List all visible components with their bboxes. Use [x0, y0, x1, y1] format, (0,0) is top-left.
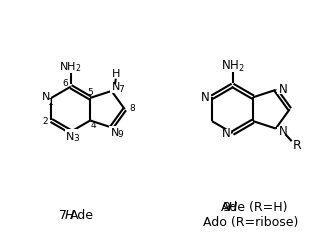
Bar [109, 126, 120, 135]
Text: R: R [292, 139, 301, 152]
Text: NH$_2$: NH$_2$ [60, 60, 82, 74]
Text: N: N [201, 91, 210, 104]
Bar [277, 127, 286, 136]
Bar [222, 129, 231, 137]
Text: 1: 1 [48, 98, 54, 107]
Text: Ado (R=ribose): Ado (R=ribose) [203, 216, 298, 230]
Text: 4: 4 [91, 121, 96, 130]
Bar [201, 93, 211, 102]
Text: Ade: Ade [70, 209, 94, 222]
Text: 2: 2 [43, 117, 48, 126]
Text: 5: 5 [87, 88, 93, 97]
Text: 3: 3 [73, 134, 79, 143]
Text: 9: 9 [118, 129, 123, 139]
Text: H: H [227, 201, 236, 214]
Text: N: N [112, 82, 120, 92]
Text: H: H [112, 69, 121, 79]
Text: N: N [279, 125, 287, 138]
Text: 6: 6 [63, 79, 68, 89]
Text: Ade (R=H): Ade (R=H) [221, 201, 287, 214]
Text: H: H [65, 209, 74, 222]
Text: 7: 7 [118, 86, 124, 94]
Text: N: N [279, 83, 287, 96]
Bar [110, 84, 120, 93]
Bar [65, 129, 77, 138]
Text: N: N [42, 92, 50, 102]
Text: NH$_2$: NH$_2$ [221, 59, 244, 74]
Bar [113, 70, 120, 78]
Bar [63, 63, 79, 72]
Bar [277, 86, 286, 94]
Text: 8: 8 [130, 104, 136, 113]
Text: N: N [111, 128, 119, 138]
Text: N: N [221, 127, 230, 140]
Text: 9: 9 [222, 201, 230, 214]
Text: 7: 7 [60, 209, 68, 222]
Bar [224, 61, 241, 71]
Bar [41, 93, 51, 102]
Bar [292, 141, 300, 149]
Text: N: N [66, 132, 74, 142]
